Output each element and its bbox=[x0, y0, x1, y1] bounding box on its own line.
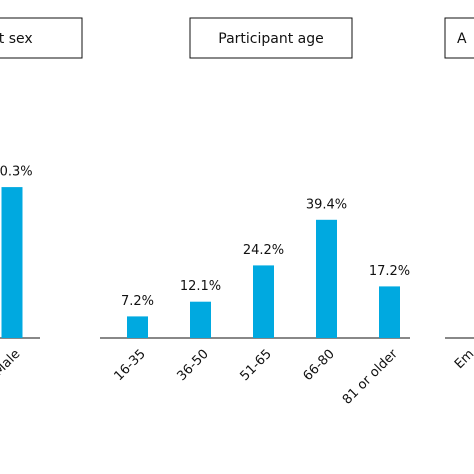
x-tick-label: Male bbox=[0, 347, 23, 379]
bar bbox=[127, 316, 148, 338]
panel-title: Participant age bbox=[218, 31, 323, 47]
value-label: 7.2% bbox=[121, 294, 154, 309]
x-tick-label: 36-50 bbox=[174, 347, 211, 384]
title-box bbox=[189, 17, 353, 59]
bar bbox=[1, 187, 23, 338]
bar bbox=[316, 219, 337, 338]
value-label: 39.4% bbox=[306, 197, 347, 212]
value-label: 17.2% bbox=[369, 264, 410, 279]
title-box bbox=[0, 17, 83, 59]
value-label: 12.1% bbox=[180, 279, 221, 294]
value-label: 24.2% bbox=[243, 243, 284, 258]
x-tick-label: 81 or older bbox=[340, 346, 401, 407]
bar bbox=[379, 286, 400, 338]
value-label: 50.3% bbox=[0, 165, 33, 180]
x-tick-label: 51-65 bbox=[237, 347, 274, 384]
x-tick-label: 66-80 bbox=[300, 347, 337, 384]
bar bbox=[253, 265, 274, 338]
bar bbox=[190, 301, 211, 338]
x-tick-label: Em bbox=[452, 347, 474, 372]
panel-title: A bbox=[457, 31, 467, 47]
title-box bbox=[444, 17, 474, 59]
panel-title: Participant sex bbox=[0, 31, 33, 47]
x-tick-label: 16-35 bbox=[111, 347, 148, 384]
